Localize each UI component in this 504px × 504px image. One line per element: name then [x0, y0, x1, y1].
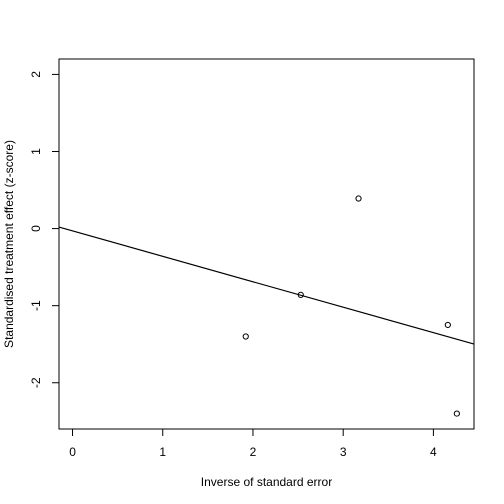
x-axis: 0 1 2 3 4	[69, 428, 437, 459]
data-point	[444, 321, 451, 329]
data-layer	[58, 195, 475, 417]
x-axis-label: Inverse of standard error	[201, 475, 332, 489]
y-tick-label: -2	[29, 377, 43, 388]
data-point	[297, 291, 304, 298]
y-tick-label: 1	[29, 148, 43, 155]
x-tick-label: 2	[250, 445, 257, 459]
data-point	[355, 195, 362, 202]
x-tick-label: 1	[159, 445, 166, 459]
y-axis-label: Standardised treatment effect (z-score)	[2, 140, 16, 348]
x-tick-label: 4	[430, 445, 437, 459]
y-tick-label: -1	[29, 300, 43, 311]
x-tick-label: 3	[340, 445, 347, 459]
y-tick-label: 0	[29, 225, 43, 232]
y-tick-label: 2	[29, 71, 43, 78]
plot-frame	[58, 58, 475, 430]
data-point	[453, 410, 460, 417]
x-tick-label: 0	[69, 445, 76, 459]
data-point	[242, 333, 249, 340]
regression-line	[58, 226, 475, 345]
y-axis: -2 -1 0 1 2	[29, 71, 60, 388]
